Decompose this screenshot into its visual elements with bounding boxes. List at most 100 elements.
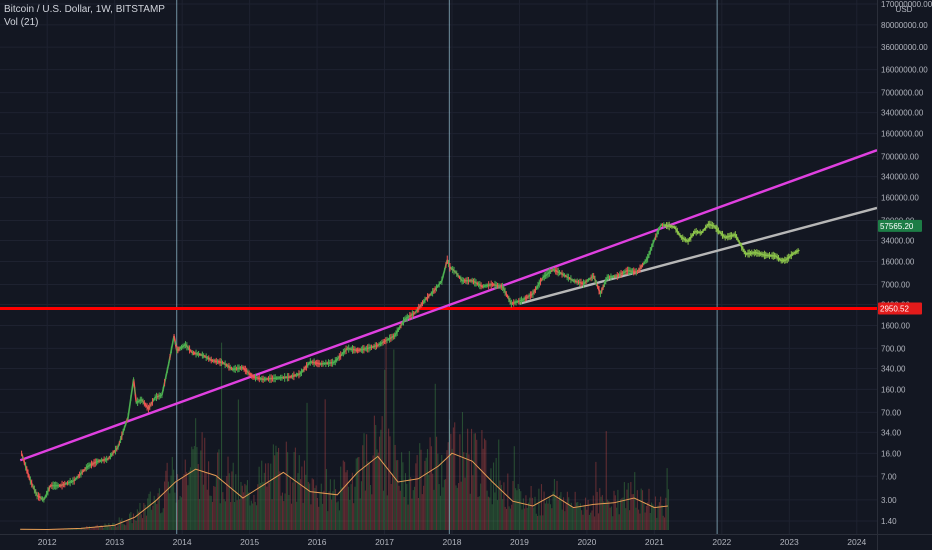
volume-bar bbox=[653, 506, 655, 530]
volume-bar bbox=[662, 515, 664, 530]
volume-bar bbox=[243, 492, 245, 530]
volume-bar bbox=[534, 496, 536, 530]
y-tick-label: 160.00 bbox=[881, 385, 906, 394]
y-tick-label: 16000000.00 bbox=[881, 66, 928, 75]
volume-bar bbox=[342, 460, 344, 530]
volume-bar bbox=[552, 491, 554, 530]
y-tick-label: 1.40 bbox=[881, 517, 897, 526]
time-axis[interactable]: 2012 2013 2014 2015 2016 2017 2018 2019 2020 2021… bbox=[0, 534, 932, 548]
volume-bar bbox=[152, 505, 154, 530]
volume-bar bbox=[477, 497, 479, 530]
y-tick-label: 7000.00 bbox=[881, 280, 910, 289]
volume-bar bbox=[569, 505, 571, 530]
volume-bar bbox=[496, 500, 498, 530]
volume-bar bbox=[393, 349, 395, 530]
volume-bar bbox=[515, 488, 517, 530]
y-tick-label: 1600.00 bbox=[881, 321, 910, 330]
volume-bar bbox=[606, 499, 609, 530]
volume-bar bbox=[614, 495, 616, 530]
price-axis-bg bbox=[878, 0, 932, 550]
price-segment bbox=[176, 347, 181, 352]
volume-bar bbox=[318, 506, 320, 530]
volume-bar bbox=[445, 479, 447, 530]
volume-ma-series bbox=[20, 452, 668, 531]
volume-bar bbox=[526, 507, 528, 530]
volume-bar bbox=[379, 436, 381, 530]
volume-bar bbox=[577, 501, 579, 530]
volume-bar bbox=[446, 450, 448, 530]
volume-bar bbox=[296, 501, 298, 530]
y-tick-label: 36000000.00 bbox=[881, 43, 928, 52]
volume-bar bbox=[522, 498, 524, 530]
price-series bbox=[20, 220, 800, 503]
volume-bar bbox=[123, 524, 125, 530]
volume-bar bbox=[99, 526, 101, 530]
volume-bar bbox=[283, 501, 285, 530]
volume-bar bbox=[363, 433, 365, 530]
volume-bar bbox=[259, 482, 261, 530]
volume-bar bbox=[555, 495, 557, 530]
volume-bar bbox=[539, 515, 541, 530]
symbol-title[interactable]: Bitcoin / U.S. Dollar, 1W, BITSTAMP bbox=[4, 4, 165, 15]
volume-bar bbox=[122, 523, 124, 530]
volume-bar bbox=[221, 342, 223, 530]
volume-bar bbox=[518, 488, 521, 530]
volume-bar bbox=[334, 489, 337, 530]
volume-bar bbox=[454, 422, 456, 530]
volume-bar bbox=[302, 502, 304, 530]
volume-bar bbox=[143, 502, 145, 530]
volume-bar bbox=[483, 438, 486, 530]
volume-bar bbox=[408, 451, 410, 530]
volume-bar bbox=[505, 508, 508, 530]
volume-bar bbox=[384, 369, 386, 530]
volume-bar bbox=[322, 503, 324, 530]
volume-bar bbox=[230, 502, 232, 530]
volume-bar bbox=[139, 502, 141, 530]
volume-bar bbox=[171, 456, 173, 530]
indicator-label[interactable]: Vol (21) bbox=[4, 17, 39, 28]
volume-bar bbox=[464, 477, 466, 530]
volume-bar bbox=[416, 455, 418, 530]
price-label-badge bbox=[878, 219, 922, 232]
volume-bar bbox=[411, 498, 413, 530]
volume-bar bbox=[481, 430, 483, 530]
volume-bar bbox=[388, 428, 390, 530]
volume-bar bbox=[658, 502, 660, 530]
volume-bar bbox=[385, 342, 387, 530]
volume-bar bbox=[630, 482, 632, 530]
volume-bar bbox=[275, 445, 277, 530]
volume-bar bbox=[359, 498, 361, 530]
volume-bar bbox=[201, 432, 203, 530]
volume-bar bbox=[487, 496, 489, 530]
volume-bar bbox=[338, 510, 340, 530]
volume-bar bbox=[144, 504, 146, 530]
volume-bar bbox=[556, 480, 558, 530]
volume-bar bbox=[572, 507, 574, 530]
volume-bar bbox=[413, 486, 416, 530]
volume-bar bbox=[246, 480, 249, 530]
volume-bar bbox=[125, 525, 127, 530]
volume-bar bbox=[180, 497, 182, 530]
volume-bar bbox=[262, 482, 264, 530]
volume-bar bbox=[170, 475, 172, 530]
volume-bar bbox=[277, 447, 280, 530]
volume-bar bbox=[197, 464, 199, 530]
volume-bar bbox=[447, 442, 449, 530]
volume-bar bbox=[279, 471, 281, 530]
volume-bar bbox=[629, 510, 631, 530]
trendlines[interactable] bbox=[19, 149, 878, 462]
volume-bar bbox=[333, 479, 335, 530]
volume-bar bbox=[586, 509, 588, 530]
volume-bar bbox=[503, 482, 505, 530]
volume-bar bbox=[119, 520, 122, 530]
volume-bar bbox=[298, 455, 300, 530]
volume-bar bbox=[369, 484, 372, 530]
volume-bar bbox=[641, 490, 644, 530]
volume-bar bbox=[90, 528, 92, 530]
volume-bar bbox=[285, 441, 287, 530]
volume-bar bbox=[329, 479, 331, 530]
volume-bar bbox=[114, 525, 116, 530]
volume-bar bbox=[463, 452, 465, 530]
